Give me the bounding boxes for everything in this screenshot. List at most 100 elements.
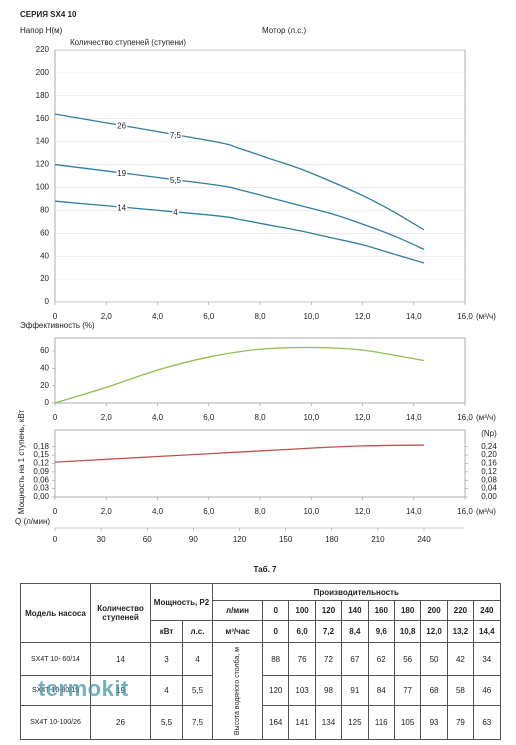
y-tick-label: 60 xyxy=(40,228,49,237)
x-tick-label: 0 xyxy=(53,413,58,422)
head-cell: 120 xyxy=(261,675,290,706)
head-cell: 34 xyxy=(473,642,501,676)
curve xyxy=(54,200,425,264)
motor-label: Мотор (л.с.) xyxy=(262,26,307,35)
model-cell: SX4T 10- 60/14 xyxy=(20,642,91,676)
q-tick-label: 90 xyxy=(189,535,198,544)
q-tick-label: 180 xyxy=(325,535,339,544)
hp-cell: 4 xyxy=(182,642,213,676)
hp-cell: 5,5 xyxy=(182,675,213,706)
x-tick-label: 12,0 xyxy=(355,312,371,321)
head-cell: 125 xyxy=(341,705,369,740)
data-row: SX4T 10-100/26 26 5,5 7,5 164 141 134 125 116 105… xyxy=(20,705,501,740)
header-cell: л/мин xyxy=(212,600,263,621)
y-tick-label: 80 xyxy=(40,205,49,214)
curve-label: 19 xyxy=(117,169,126,178)
y2-tick-label: 0,12 xyxy=(481,467,497,476)
stages-cell: 26 xyxy=(90,705,151,740)
plot-frame xyxy=(54,337,466,404)
head-cell: 58 xyxy=(446,675,475,706)
flow-cell: 140 xyxy=(341,600,369,621)
header-cell: л.с. xyxy=(182,620,213,643)
flow-cell: 180 xyxy=(393,600,422,621)
header-row: Модель насоса Количество ступеней Мощность… xyxy=(20,583,501,643)
kw-cell: 4 xyxy=(150,675,183,706)
x-tick-label: 12,0 xyxy=(355,413,371,422)
y-tick-label: 0,03 xyxy=(33,484,49,493)
flow-cell: 7,2 xyxy=(314,620,343,643)
y-axis-label: Эффективность (%) xyxy=(20,321,95,330)
header-cell: Производительность xyxy=(212,583,501,601)
head-cell: 141 xyxy=(288,705,316,740)
x-axis-label: (м³/ч) xyxy=(476,413,496,422)
q-tick-label: 120 xyxy=(233,535,247,544)
head-label-cell: Высота водяного столба, м xyxy=(212,642,263,740)
x-tick-label: 8,0 xyxy=(254,413,266,422)
head-cell: 76 xyxy=(288,642,316,676)
y-tick-label: 120 xyxy=(36,160,50,169)
head-cell: 84 xyxy=(367,675,395,706)
model-cell: SX4T 10-100/26 xyxy=(20,705,91,740)
y2-tick-label: 0,24 xyxy=(481,442,497,451)
q-tick-label: 150 xyxy=(279,535,293,544)
x-tick-label: 2,0 xyxy=(101,507,113,516)
flow-cell: 8,4 xyxy=(341,620,369,643)
y-tick-label: 160 xyxy=(36,114,50,123)
flow-cell: 10,8 xyxy=(393,620,422,643)
x-tick-label: 10,0 xyxy=(303,312,319,321)
flow-cell: 9,6 xyxy=(367,620,395,643)
x-tick-label: 4,0 xyxy=(152,413,164,422)
flow-cell: 0 xyxy=(261,620,290,643)
y-tick-label: 60 xyxy=(40,346,49,355)
header-cell: Мощность, P2 xyxy=(150,583,213,621)
y-tick-label: 0,00 xyxy=(33,492,49,501)
flow-cell: 120 xyxy=(314,600,343,621)
head-cell: 56 xyxy=(393,642,422,676)
y-tick-label: 0,06 xyxy=(33,475,49,484)
curve-label: 14 xyxy=(117,203,126,212)
header-cell: кВт xyxy=(150,620,183,643)
flow-cell: 220 xyxy=(446,600,475,621)
head-cell: 67 xyxy=(341,642,369,676)
curve-label: 5,5 xyxy=(170,176,182,185)
y-tick-label: 0,09 xyxy=(33,467,49,476)
kw-cell: 3 xyxy=(150,642,183,676)
head-cell: 91 xyxy=(341,675,369,706)
head-cell: 88 xyxy=(261,642,290,676)
flow-cell: 6,0 xyxy=(288,620,316,643)
x-tick-label: 0 xyxy=(53,312,58,321)
head-cell: 93 xyxy=(420,705,448,740)
x-tick-label: 10,0 xyxy=(303,413,319,422)
x-axis-label: (м³/ч) xyxy=(476,312,496,321)
x-tick-label: 16,0 xyxy=(457,507,473,516)
x-tick-label: 4,0 xyxy=(152,312,164,321)
y-axis-label: Мощность на 1 ступень, кВт xyxy=(17,410,26,515)
x-tick-label: 8,0 xyxy=(254,312,266,321)
curve-label: 4 xyxy=(173,208,178,217)
chart-title: СЕРИЯ SX4 10 xyxy=(20,10,77,19)
y2-tick-label: 0,00 xyxy=(481,492,497,501)
data-row: SX4T 10- 60/14 14 3 4 Высота водяного столба… xyxy=(20,642,501,740)
x-tick-label: 0 xyxy=(53,507,58,516)
x-tick-label: 12,0 xyxy=(355,507,371,516)
head-cell: 98 xyxy=(314,675,343,706)
q-tick-label: 60 xyxy=(143,535,152,544)
y-tick-label: 180 xyxy=(36,91,50,100)
flow-cell: 200 xyxy=(420,600,448,621)
flow-cell: 14,4 xyxy=(473,620,501,643)
curve-label: 26 xyxy=(117,122,126,131)
q-tick-label: 0 xyxy=(53,535,58,544)
x-tick-label: 14,0 xyxy=(406,413,422,422)
header-cell: Модель насоса xyxy=(20,583,91,643)
y-tick-label: 140 xyxy=(36,137,50,146)
x-tick-label: 10,0 xyxy=(303,507,319,516)
x-tick-label: 16,0 xyxy=(457,413,473,422)
x-tick-label: 2,0 xyxy=(101,312,113,321)
head-cell: 62 xyxy=(367,642,395,676)
head-cell: 46 xyxy=(473,675,501,706)
header-cell: м³/час xyxy=(212,620,263,643)
curve-label: 7,5 xyxy=(170,131,182,140)
head-cell: 79 xyxy=(446,705,475,740)
